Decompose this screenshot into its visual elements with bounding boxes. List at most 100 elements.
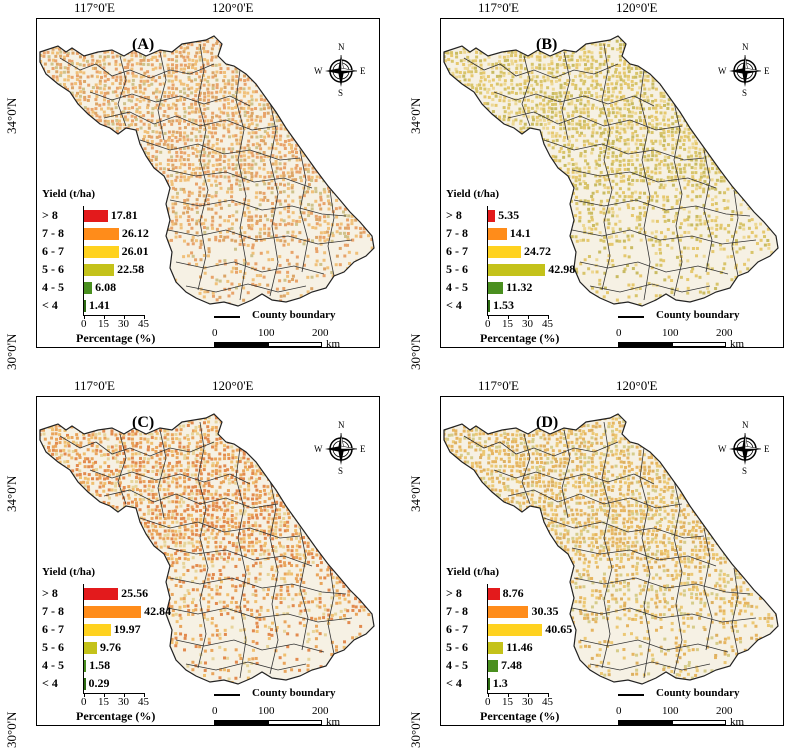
class-label: 6 - 7 <box>42 244 64 258</box>
scale-tick-label: 100 <box>258 705 275 717</box>
county-line <box>167 547 313 567</box>
county-line <box>463 435 501 449</box>
county-line <box>543 517 705 539</box>
bar-value: 5.35 <box>498 208 520 222</box>
lon-label-117: 117°0'E <box>478 378 519 393</box>
histogram-bar <box>84 588 119 600</box>
compass-w: W <box>314 66 323 76</box>
histogram-bar <box>488 660 498 672</box>
bar-value: 17.81 <box>110 208 138 222</box>
bar-value: 19.97 <box>113 622 141 636</box>
scale-bar-black <box>214 342 268 347</box>
county-line <box>573 199 751 217</box>
histogram-y-axis <box>487 206 488 316</box>
x-tick-label: 30 <box>522 318 533 330</box>
bar-value: 0.29 <box>88 676 110 690</box>
scale-bar-black <box>618 342 672 347</box>
x-tick <box>144 693 145 697</box>
county-boundary-symbol <box>214 694 240 696</box>
county-boundary-label: County boundary <box>252 309 336 321</box>
county-line <box>157 429 167 519</box>
class-label: 5 - 6 <box>42 262 64 276</box>
compass-w: W <box>718 444 727 454</box>
county-line <box>589 283 711 293</box>
bar-value: 1.58 <box>89 658 111 672</box>
county-line <box>571 547 717 567</box>
scale-tick-label: 100 <box>662 327 679 339</box>
county-line <box>235 69 247 301</box>
county-line <box>139 139 301 161</box>
county-line <box>499 63 619 79</box>
county-line <box>543 139 705 161</box>
scale-unit: km <box>326 716 341 728</box>
county-line <box>299 149 309 273</box>
county-line <box>639 447 651 679</box>
compass-e: E <box>360 444 366 454</box>
scale-tick-label: 200 <box>716 705 733 717</box>
county-line <box>731 189 739 277</box>
province-map <box>443 413 779 685</box>
lon-label-120: 120°0'E <box>616 378 658 393</box>
x-tick-label: 0 <box>81 696 87 708</box>
class-label: 6 - 7 <box>446 244 468 258</box>
x-tick-label: 45 <box>542 318 553 330</box>
county-line <box>589 661 711 671</box>
histogram-x-axis <box>487 315 549 316</box>
county-line <box>175 261 325 275</box>
histogram-bar <box>84 678 86 690</box>
county-line <box>117 55 127 127</box>
county-line <box>561 429 571 519</box>
county-line <box>157 51 167 141</box>
bar-value: 24.72 <box>523 244 551 258</box>
scale-unit: km <box>730 716 745 728</box>
class-label: 6 - 7 <box>446 622 468 636</box>
county-line <box>327 567 335 655</box>
x-tick-label: 45 <box>138 696 149 708</box>
lon-label-117: 117°0'E <box>478 0 519 15</box>
bar-value: 25.56 <box>121 586 149 600</box>
county-line <box>59 57 97 71</box>
bar-value: 9.76 <box>100 640 121 654</box>
compass-rose-icon <box>325 54 358 87</box>
scale-tick-label: 0 <box>212 327 218 339</box>
county-line <box>463 57 501 71</box>
x-tick <box>84 315 85 319</box>
north-arrow-icon: N S E W <box>314 42 366 98</box>
x-axis-title: Percentage (%) <box>76 331 156 345</box>
histogram-bar <box>488 210 496 222</box>
histogram-bar <box>488 678 490 690</box>
x-axis-title: Percentage (%) <box>76 709 156 723</box>
compass-w: W <box>314 444 323 454</box>
legend-title: Yield (t/ha) <box>446 188 500 200</box>
class-label: 4 - 5 <box>42 280 64 294</box>
county-line <box>95 441 215 457</box>
lon-label-120: 120°0'E <box>616 0 658 15</box>
histogram-bar <box>84 210 108 222</box>
province-fill <box>40 414 374 684</box>
class-label: 5 - 6 <box>446 262 468 276</box>
class-label: 4 - 5 <box>42 658 64 672</box>
scale-tick-label: 200 <box>312 327 329 339</box>
bar-value: 42.98 <box>548 262 576 276</box>
province-outline <box>443 413 779 685</box>
county-line <box>703 527 713 651</box>
class-label: 6 - 7 <box>42 622 64 636</box>
county-line <box>639 69 651 301</box>
county-line <box>561 51 571 141</box>
county-line <box>571 229 757 245</box>
county-line <box>507 489 683 509</box>
compass-w: W <box>718 66 727 76</box>
county-line <box>185 283 307 293</box>
scale-bar-white <box>672 342 726 347</box>
compass-rose-icon <box>729 432 762 465</box>
county-line <box>197 43 209 291</box>
histogram-bar <box>488 588 500 600</box>
county-boundary-label: County boundary <box>656 309 740 321</box>
class-label: > 8 <box>42 208 58 222</box>
lon-label-117: 117°0'E <box>74 378 115 393</box>
bar-value: 11.32 <box>506 280 533 294</box>
compass-e: E <box>764 66 770 76</box>
x-tick <box>144 315 145 319</box>
histogram-bar <box>488 282 504 294</box>
bar-value: 7.48 <box>500 658 522 672</box>
